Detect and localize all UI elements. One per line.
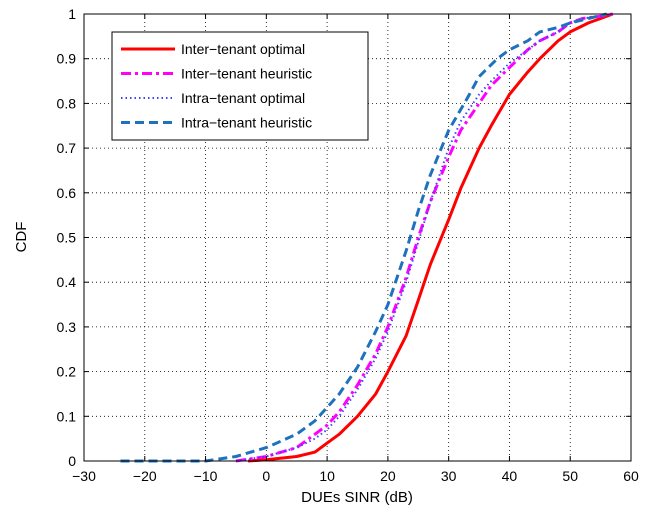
y-tick-label: 0 xyxy=(68,453,76,469)
x-tick-label: −30 xyxy=(72,468,96,484)
legend-label-3: Intra−tenant optimal xyxy=(181,90,305,106)
x-axis-label: DUEs SINR (dB) xyxy=(301,489,413,506)
y-tick-label: 0.9 xyxy=(57,51,77,67)
x-tick-label: 20 xyxy=(380,468,396,484)
y-tick-label: 0.1 xyxy=(57,408,77,424)
x-tick-label: 40 xyxy=(502,468,518,484)
legend-label-4: Intra−tenant heuristic xyxy=(181,115,312,131)
x-tick-label: 10 xyxy=(319,468,335,484)
y-tick-label: 0.6 xyxy=(57,185,77,201)
ticks xyxy=(83,13,632,462)
y-tick-label: 1 xyxy=(68,6,76,22)
y-tick-label: 0.2 xyxy=(57,364,77,380)
y-tick-label: 0.7 xyxy=(57,140,77,156)
x-tick-label: −10 xyxy=(194,468,218,484)
legend-label-2: Inter−tenant heuristic xyxy=(181,66,312,82)
y-axis-label: CDF xyxy=(13,222,30,253)
y-tick-label: 0.3 xyxy=(57,319,77,335)
series-line-2 xyxy=(235,12,614,463)
series-group xyxy=(120,12,614,463)
x-tick-label: 0 xyxy=(262,468,270,484)
y-tick-label: 0.5 xyxy=(57,230,77,246)
y-tick-label: 0.8 xyxy=(57,95,77,111)
legend-label-1: Inter−tenant optimal xyxy=(181,41,305,57)
grid xyxy=(84,14,631,461)
legend: Inter−tenant optimal Inter−tenant heurist… xyxy=(111,31,369,141)
x-tick-label: 50 xyxy=(562,468,578,484)
y-tick-label: 0.4 xyxy=(57,274,77,290)
x-tick-label: −20 xyxy=(133,468,157,484)
series-line-4 xyxy=(120,12,608,463)
tick-labels: −30 −20 −10 0 10 20 30 40 50 60 0 0.1 0.2 0.3 0.4 0.5 0.… xyxy=(57,6,639,484)
series-line-3 xyxy=(235,13,613,462)
x-tick-label: 30 xyxy=(441,468,457,484)
x-tick-label: 60 xyxy=(623,468,639,484)
series-line-1 xyxy=(247,12,614,463)
